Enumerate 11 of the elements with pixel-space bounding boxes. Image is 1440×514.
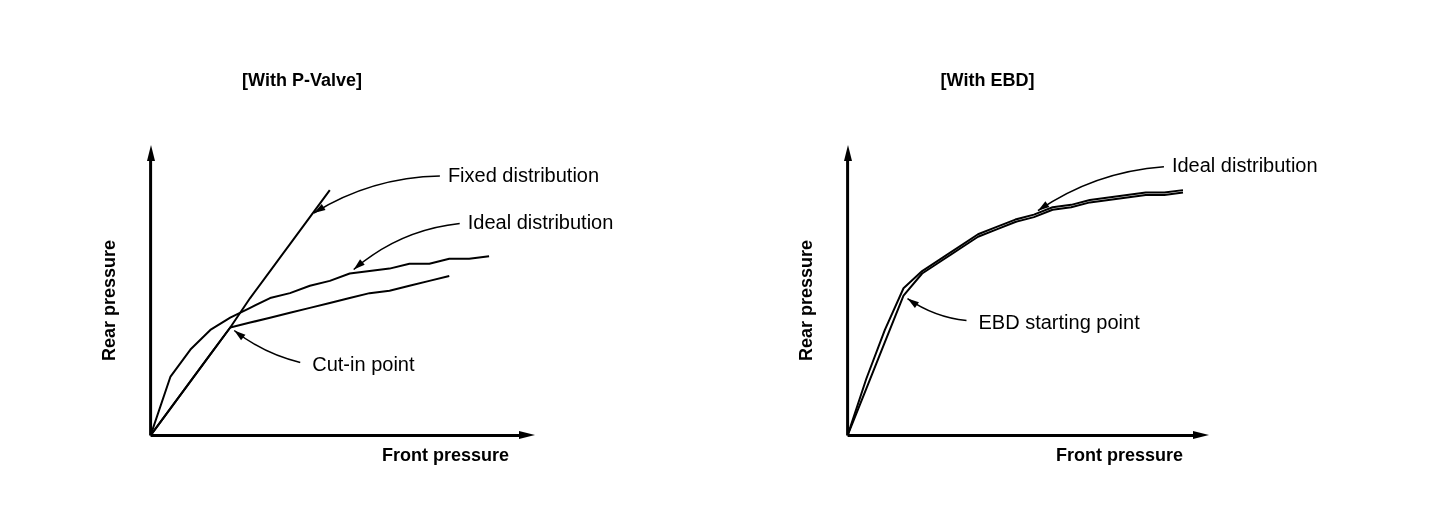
series-label: Ideal distribution xyxy=(1171,154,1318,177)
y-axis-title: Rear pressure xyxy=(795,239,816,362)
chart-title: [With EBD] xyxy=(940,69,1035,90)
annotation: Cut-in point xyxy=(312,353,415,375)
text: Fixed distribution xyxy=(447,163,600,186)
series-label: Ideal distribution xyxy=(467,211,614,234)
x-axis-title: Front pressure xyxy=(1055,445,1183,466)
annotation: EBD starting point xyxy=(978,311,1141,334)
chart-title: [With P-Valve] xyxy=(242,69,362,90)
y-axis-title: Rear pressure xyxy=(98,239,119,362)
x-axis-title: Front pressure xyxy=(381,445,509,466)
